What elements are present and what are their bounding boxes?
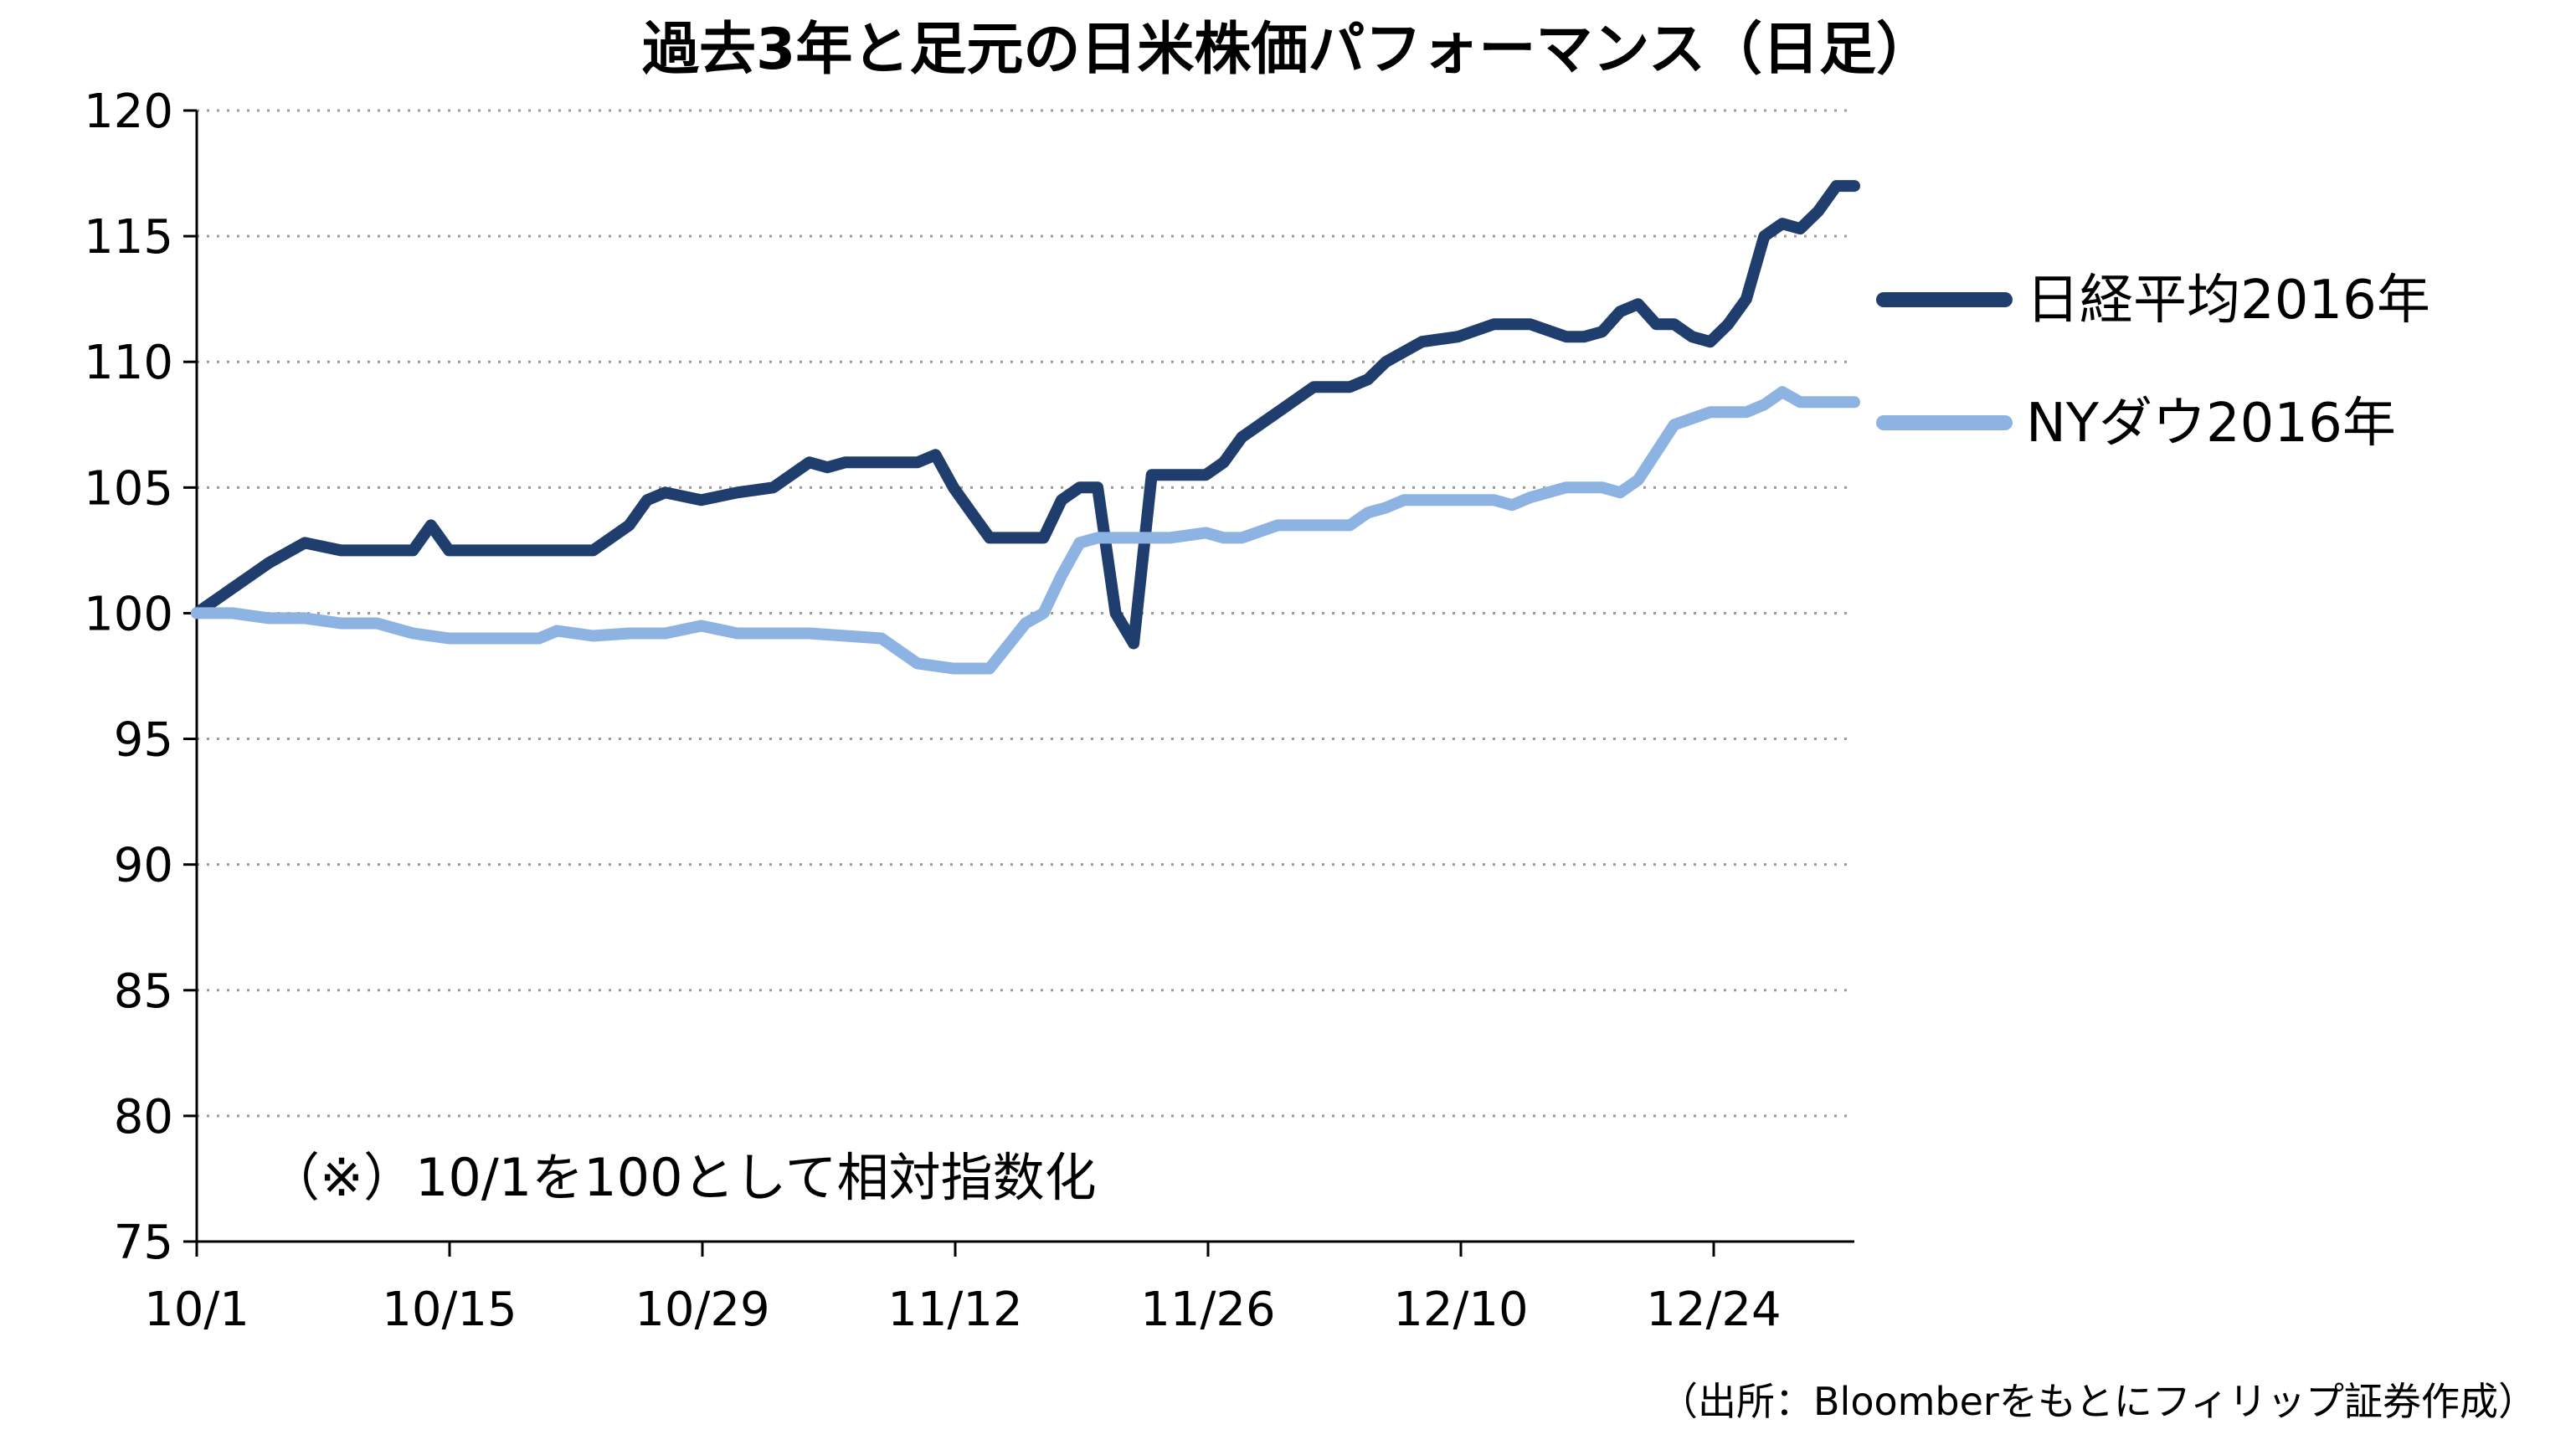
y-tick-label: 80 bbox=[114, 1090, 173, 1144]
x-axis: 10/1 10/15 10/29 11/12 11/26 12/10 12/24 bbox=[144, 1240, 1854, 1337]
x-tick-label: 10/29 bbox=[635, 1283, 769, 1337]
x-tick-label: 12/10 bbox=[1393, 1283, 1528, 1337]
x-tick-label: 11/26 bbox=[1140, 1283, 1275, 1337]
y-tick-label: 100 bbox=[84, 587, 173, 641]
y-tick-label: 75 bbox=[114, 1216, 173, 1270]
chart-annotation: （※）10/1を100として相対指数化 bbox=[268, 1147, 1097, 1208]
x-tick-label: 10/1 bbox=[144, 1283, 249, 1337]
y-tick-label: 115 bbox=[84, 210, 173, 265]
y-grid bbox=[197, 109, 1854, 1118]
chart-source: （出所：Bloomberをもとにフィリップ証券作成） bbox=[1659, 1379, 2537, 1424]
x-tick-label: 10/15 bbox=[382, 1283, 517, 1337]
chart-title: 過去3年と足元の日米株価パフォーマンス（日足） bbox=[642, 17, 1933, 83]
series-line bbox=[191, 386, 1860, 675]
y-tick-label: 105 bbox=[84, 461, 173, 516]
y-axis: 75 80 85 90 95 100 105 110 115 120 bbox=[84, 85, 198, 1270]
x-tick-label: 12/24 bbox=[1646, 1283, 1781, 1337]
y-tick-label: 85 bbox=[114, 964, 173, 1019]
legend-label: 日経平均2016年 bbox=[2026, 270, 2430, 332]
x-tick-label: 11/12 bbox=[887, 1283, 1022, 1337]
y-tick-label: 95 bbox=[114, 713, 173, 768]
series-line bbox=[191, 180, 1860, 650]
legend-label: NYダウ2016年 bbox=[2026, 393, 2396, 455]
y-tick-label: 110 bbox=[84, 336, 173, 390]
y-tick-label: 120 bbox=[84, 85, 173, 139]
y-tick-label: 90 bbox=[114, 839, 173, 893]
legend: 日経平均2016年 NYダウ2016年 bbox=[1876, 270, 2430, 455]
plot-lines bbox=[191, 180, 1860, 675]
